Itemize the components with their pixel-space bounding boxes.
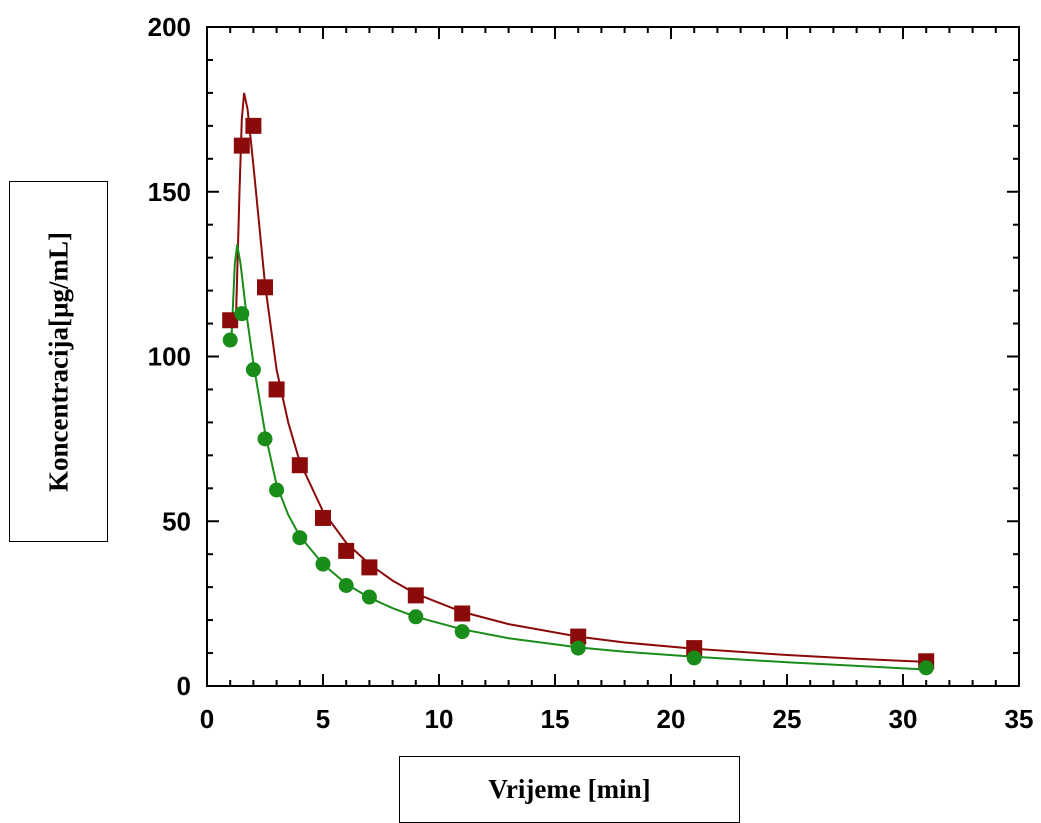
- plot-area: [206, 26, 1020, 687]
- y-tick-label: 0: [177, 671, 191, 701]
- y-tick-label: 200: [148, 12, 191, 42]
- x-tick-labels: 0 5 10 15 20 25 30 35: [200, 704, 1034, 734]
- x-axis-label-box: Vrijeme [min]: [399, 756, 740, 823]
- x-tick-label: 20: [657, 704, 686, 734]
- square-marker: [291, 457, 308, 474]
- y-tick-labels: 0 50 100 150 200: [148, 12, 191, 701]
- circle-marker: [686, 650, 702, 666]
- square-marker: [222, 312, 239, 329]
- square-marker: [570, 628, 587, 645]
- x-tick-label: 5: [316, 704, 330, 734]
- square-marker: [257, 279, 273, 296]
- y-axis-label-box: Koncentracija[µg/mL]: [9, 181, 108, 542]
- circle-marker: [245, 362, 261, 378]
- square-marker: [361, 559, 378, 576]
- circle-marker: [257, 431, 273, 447]
- square-marker: [407, 587, 424, 604]
- circle-marker: [454, 624, 470, 640]
- circle-marker: [315, 556, 331, 572]
- square-marker: [268, 381, 285, 398]
- y-axis-label: Koncentracija[µg/mL]: [43, 231, 73, 492]
- circle-marker: [269, 482, 285, 498]
- circle-marker: [338, 578, 354, 594]
- y-tick-label: 150: [148, 177, 191, 207]
- circle-marker: [570, 640, 586, 656]
- square-marker: [245, 117, 262, 134]
- x-tick-label: 10: [425, 704, 454, 734]
- x-tick-label: 15: [541, 704, 570, 734]
- x-tick-label: 35: [1005, 704, 1034, 734]
- fit-curve-1: [235, 92, 927, 663]
- y-tick-label: 50: [162, 506, 191, 536]
- square-marker: [454, 605, 471, 622]
- x-tick-label: 25: [773, 704, 802, 734]
- circle-marker: [408, 609, 424, 625]
- circle-marker: [234, 306, 250, 322]
- x-tick-label: 0: [200, 704, 214, 734]
- x-tick-label: 30: [889, 704, 918, 734]
- circle-marker: [918, 660, 934, 676]
- y-tick-label: 100: [148, 342, 191, 372]
- data-markers: [222, 117, 935, 676]
- square-marker: [338, 542, 355, 559]
- circle-marker: [222, 332, 238, 348]
- x-axis-label: Vrijeme [min]: [488, 774, 651, 804]
- axis-ticks: [206, 26, 1020, 687]
- circle-marker: [361, 589, 377, 605]
- square-marker: [315, 509, 331, 526]
- circle-marker: [292, 530, 308, 546]
- square-marker: [233, 137, 250, 154]
